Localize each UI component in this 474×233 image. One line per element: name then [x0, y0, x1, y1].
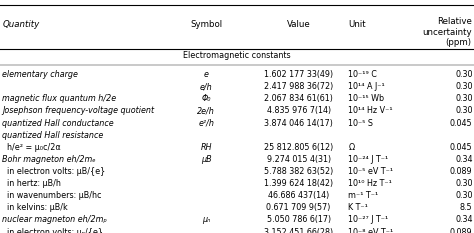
Text: Ω: Ω [348, 143, 355, 152]
Text: RH: RH [201, 143, 212, 152]
Text: e/h: e/h [200, 82, 212, 91]
Text: 1.602 177 33(49): 1.602 177 33(49) [264, 70, 333, 79]
Text: 10¹⁰ Hz T⁻¹: 10¹⁰ Hz T⁻¹ [348, 179, 392, 188]
Text: magnetic flux quantum h/2e: magnetic flux quantum h/2e [2, 94, 117, 103]
Text: 0.30: 0.30 [455, 106, 473, 115]
Text: e: e [204, 70, 209, 79]
Text: 8.5: 8.5 [460, 203, 473, 212]
Text: Bohr magneton eh/2mₑ: Bohr magneton eh/2mₑ [2, 155, 96, 164]
Text: in kelvins: μB/k: in kelvins: μB/k [2, 203, 68, 212]
Text: m⁻¹ T⁻¹: m⁻¹ T⁻¹ [348, 191, 379, 200]
Text: 10⁻¹⁵ Wb: 10⁻¹⁵ Wb [348, 94, 384, 103]
Text: in wavenumbers: μB/hc: in wavenumbers: μB/hc [2, 191, 102, 200]
Text: e²/h: e²/h [198, 119, 214, 127]
Text: 0.34: 0.34 [455, 216, 473, 224]
Text: 0.671 709 9(57): 0.671 709 9(57) [266, 203, 331, 212]
Text: 0.089: 0.089 [450, 228, 473, 233]
Text: in electron volts: μₙ/{e}: in electron volts: μₙ/{e} [2, 228, 103, 233]
Text: 10⁻²⁷ J T⁻¹: 10⁻²⁷ J T⁻¹ [348, 216, 389, 224]
Text: 1.399 624 18(42): 1.399 624 18(42) [264, 179, 333, 188]
Text: in electron volts: μB/{e}: in electron volts: μB/{e} [2, 167, 106, 176]
Text: 3.152 451 66(28): 3.152 451 66(28) [264, 228, 333, 233]
Text: 10⁻¹⁹ C: 10⁻¹⁹ C [348, 70, 377, 79]
Text: 0.30: 0.30 [455, 191, 473, 200]
Text: 0.34: 0.34 [455, 155, 473, 164]
Text: h/e² = μ₀c/2α: h/e² = μ₀c/2α [2, 143, 61, 152]
Text: quantized Hall resistance: quantized Hall resistance [2, 131, 104, 140]
Text: 0.045: 0.045 [450, 119, 473, 127]
Text: Electromagnetic constants: Electromagnetic constants [183, 51, 291, 60]
Text: quantized Hall conductance: quantized Hall conductance [2, 119, 114, 127]
Text: 0.30: 0.30 [455, 70, 473, 79]
Text: 2.067 834 61(61): 2.067 834 61(61) [264, 94, 333, 103]
Text: K T⁻¹: K T⁻¹ [348, 203, 368, 212]
Text: Φ₀: Φ₀ [201, 94, 211, 103]
Text: 10¹⁴ Hz V⁻¹: 10¹⁴ Hz V⁻¹ [348, 106, 393, 115]
Text: Josephson frequency-voltage quotient: Josephson frequency-voltage quotient [2, 106, 155, 115]
Text: 0.30: 0.30 [455, 82, 473, 91]
Text: Unit: Unit [348, 20, 366, 29]
Text: 10¹⁴ A J⁻¹: 10¹⁴ A J⁻¹ [348, 82, 385, 91]
Text: 0.045: 0.045 [450, 143, 473, 152]
Text: 10⁻⁸ eV T⁻¹: 10⁻⁸ eV T⁻¹ [348, 228, 393, 233]
Text: Symbol: Symbol [190, 20, 222, 29]
Text: 5.788 382 63(52): 5.788 382 63(52) [264, 167, 333, 176]
Text: nuclear magneton eh/2mₚ: nuclear magneton eh/2mₚ [2, 216, 107, 224]
Text: 46.686 437(14): 46.686 437(14) [268, 191, 329, 200]
Text: 10⁻⁵ S: 10⁻⁵ S [348, 119, 374, 127]
Text: Value: Value [287, 20, 310, 29]
Text: μₙ: μₙ [202, 216, 210, 224]
Text: μB: μB [201, 155, 211, 164]
Text: Relative
uncertainty
(ppm): Relative uncertainty (ppm) [422, 17, 472, 47]
Text: 5.050 786 6(17): 5.050 786 6(17) [266, 216, 331, 224]
Text: 0.30: 0.30 [455, 179, 473, 188]
Text: in hertz: μB/h: in hertz: μB/h [2, 179, 61, 188]
Text: 0.30: 0.30 [455, 94, 473, 103]
Text: 2.417 988 36(72): 2.417 988 36(72) [264, 82, 333, 91]
Text: Quantity: Quantity [2, 20, 40, 29]
Text: 9.274 015 4(31): 9.274 015 4(31) [266, 155, 331, 164]
Text: 4.835 976 7(14): 4.835 976 7(14) [266, 106, 331, 115]
Text: elementary charge: elementary charge [2, 70, 78, 79]
Text: 3.874 046 14(17): 3.874 046 14(17) [264, 119, 333, 127]
Text: 0.089: 0.089 [450, 167, 473, 176]
Text: 10⁻²⁴ J T⁻¹: 10⁻²⁴ J T⁻¹ [348, 155, 389, 164]
Text: 2e/h: 2e/h [197, 106, 215, 115]
Text: 25 812.805 6(12): 25 812.805 6(12) [264, 143, 333, 152]
Text: 10⁻⁵ eV T⁻¹: 10⁻⁵ eV T⁻¹ [348, 167, 393, 176]
